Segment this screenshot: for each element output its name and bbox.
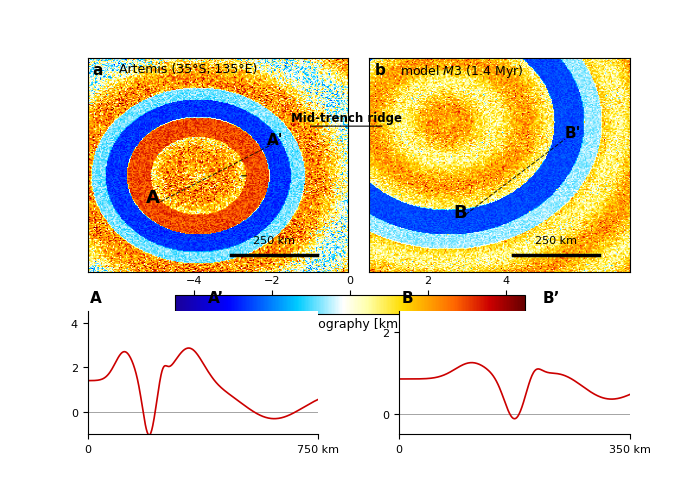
- Text: A: A: [90, 291, 102, 305]
- Text: Artemis (35°S, 135°E): Artemis (35°S, 135°E): [119, 63, 257, 76]
- Text: model $\mathit{M3}$ (1.4 Myr): model $\mathit{M3}$ (1.4 Myr): [400, 63, 524, 80]
- Text: A: A: [146, 189, 160, 207]
- Text: 250 km: 250 km: [535, 235, 577, 245]
- Text: A': A': [267, 133, 284, 147]
- Text: b: b: [374, 63, 385, 78]
- Text: B': B': [564, 126, 581, 141]
- Text: a: a: [92, 63, 103, 78]
- Text: A’: A’: [207, 291, 224, 305]
- X-axis label: Topography [km]: Topography [km]: [297, 318, 403, 330]
- Text: 250 km: 250 km: [253, 235, 295, 245]
- Text: B’: B’: [542, 291, 560, 305]
- Text: Mid-trench ridge: Mid-trench ridge: [291, 111, 402, 124]
- Text: B: B: [454, 204, 468, 222]
- Text: B: B: [402, 291, 413, 305]
